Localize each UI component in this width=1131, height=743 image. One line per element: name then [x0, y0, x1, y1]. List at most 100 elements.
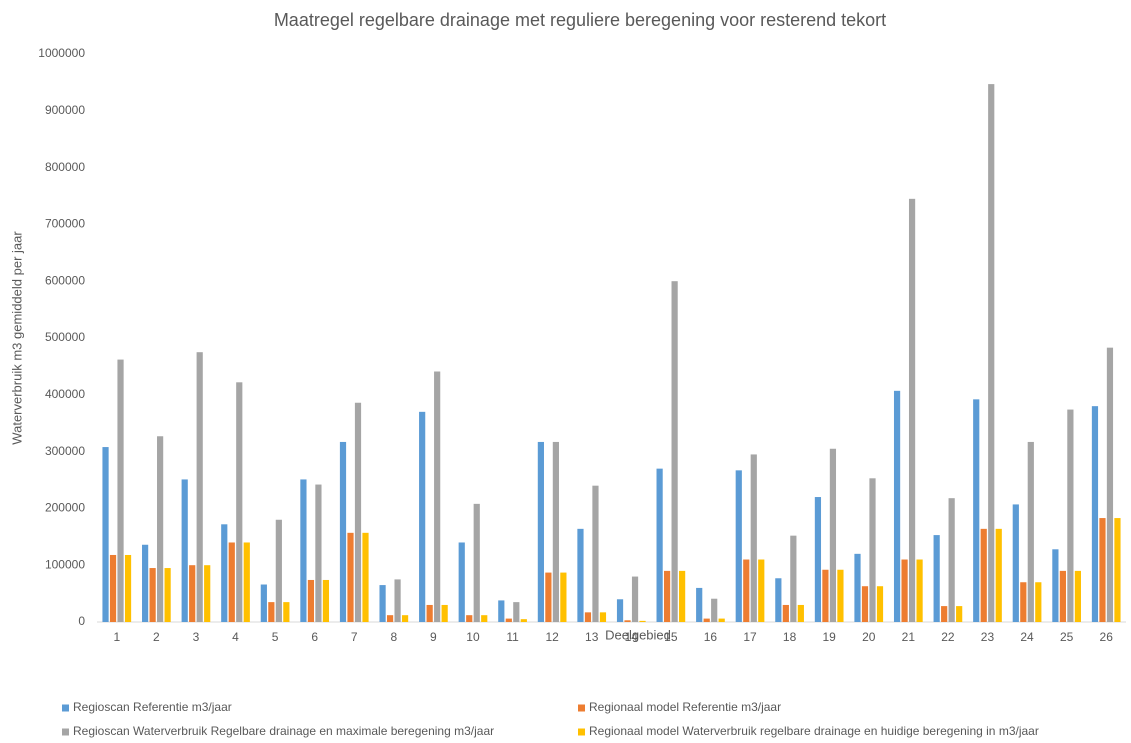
bar	[876, 586, 884, 622]
y-tick-label: 800000	[45, 160, 85, 174]
bar	[275, 519, 282, 622]
bar	[102, 447, 109, 622]
x-tick-label: 16	[704, 630, 718, 644]
bar	[980, 528, 987, 622]
x-tick-label: 8	[390, 630, 397, 644]
bar	[941, 606, 948, 622]
bar	[124, 554, 132, 622]
bar	[513, 602, 520, 622]
bar	[782, 604, 789, 622]
bar	[300, 479, 307, 622]
bar	[988, 84, 995, 622]
bar	[322, 579, 330, 622]
bar	[268, 602, 275, 622]
bar	[283, 602, 290, 622]
bar	[347, 532, 354, 622]
bar	[362, 532, 369, 622]
bar	[221, 524, 228, 622]
bar	[1114, 518, 1121, 622]
bar	[750, 454, 757, 622]
x-tick-label: 9	[430, 630, 437, 644]
y-tick-label: 100000	[45, 557, 85, 571]
bar	[631, 576, 639, 622]
bar	[537, 441, 544, 622]
bar	[837, 569, 844, 622]
bar	[1099, 518, 1106, 622]
bar	[1106, 347, 1114, 622]
bar	[639, 620, 646, 622]
x-tick-label: 2	[153, 630, 160, 644]
bar	[814, 497, 822, 622]
x-tick-label: 14	[625, 630, 639, 644]
bar	[419, 411, 426, 622]
bar	[339, 441, 347, 622]
bar	[624, 620, 631, 622]
x-tick-label: 21	[902, 630, 916, 644]
bar	[401, 615, 409, 622]
bar	[577, 528, 584, 622]
bar	[441, 604, 448, 622]
bar	[854, 553, 861, 622]
bar	[458, 542, 465, 622]
bar	[315, 484, 322, 622]
bar	[908, 198, 916, 622]
x-tick-label: 18	[783, 630, 797, 644]
legend-swatch	[62, 728, 69, 736]
bar	[933, 535, 940, 622]
bar	[481, 615, 488, 622]
bar	[109, 554, 117, 622]
bar	[142, 544, 149, 622]
bar	[434, 371, 441, 622]
bar	[822, 569, 829, 622]
y-tick-label: 700000	[45, 217, 85, 231]
bar	[995, 528, 1002, 622]
bar	[394, 579, 401, 622]
x-tick-label: 24	[1020, 630, 1034, 644]
bar	[1091, 406, 1099, 622]
x-tick-label: 23	[981, 630, 995, 644]
bar	[236, 382, 243, 622]
bar	[181, 479, 188, 622]
x-axis-label: Deelgebied	[605, 627, 671, 642]
y-axis-label: Waterverbruik m3 gemiddeld per jaar	[9, 231, 24, 445]
bar	[656, 468, 663, 622]
bar	[1059, 570, 1066, 622]
x-tick-label: 13	[585, 630, 599, 644]
bar	[228, 542, 235, 622]
y-tick-label: 500000	[45, 330, 85, 344]
bar	[703, 618, 710, 622]
bar	[790, 535, 797, 622]
x-tick-label: 6	[311, 630, 318, 644]
bar	[260, 584, 267, 622]
bar	[379, 585, 386, 622]
x-tick-label: 4	[232, 630, 239, 644]
bar	[1012, 504, 1019, 622]
x-tick-label: 26	[1100, 630, 1114, 644]
y-tick-label: 0	[78, 614, 85, 628]
bar	[901, 559, 908, 622]
chart-title: Maatregel regelbare drainage met regulie…	[274, 10, 886, 30]
bar	[1020, 582, 1027, 622]
bar	[869, 478, 876, 622]
bar	[386, 615, 394, 622]
bar	[117, 359, 124, 622]
bar	[735, 470, 742, 622]
bar	[758, 559, 765, 622]
bar	[973, 399, 980, 622]
bar	[466, 615, 473, 622]
bar	[560, 572, 567, 622]
legend-label: Regionaal model Waterverbruik regelbare …	[589, 724, 1039, 738]
bar	[1067, 409, 1074, 622]
legend-swatch	[578, 728, 585, 736]
bar	[829, 448, 837, 622]
y-tick-label: 600000	[45, 273, 85, 287]
bar	[149, 568, 156, 622]
bar	[861, 586, 869, 622]
legend-label: Regioscan Waterverbruik Regelbare draina…	[73, 724, 494, 738]
bar	[956, 606, 963, 622]
y-tick-label: 1000000	[38, 46, 85, 60]
bar	[584, 612, 592, 622]
bar	[718, 618, 725, 622]
